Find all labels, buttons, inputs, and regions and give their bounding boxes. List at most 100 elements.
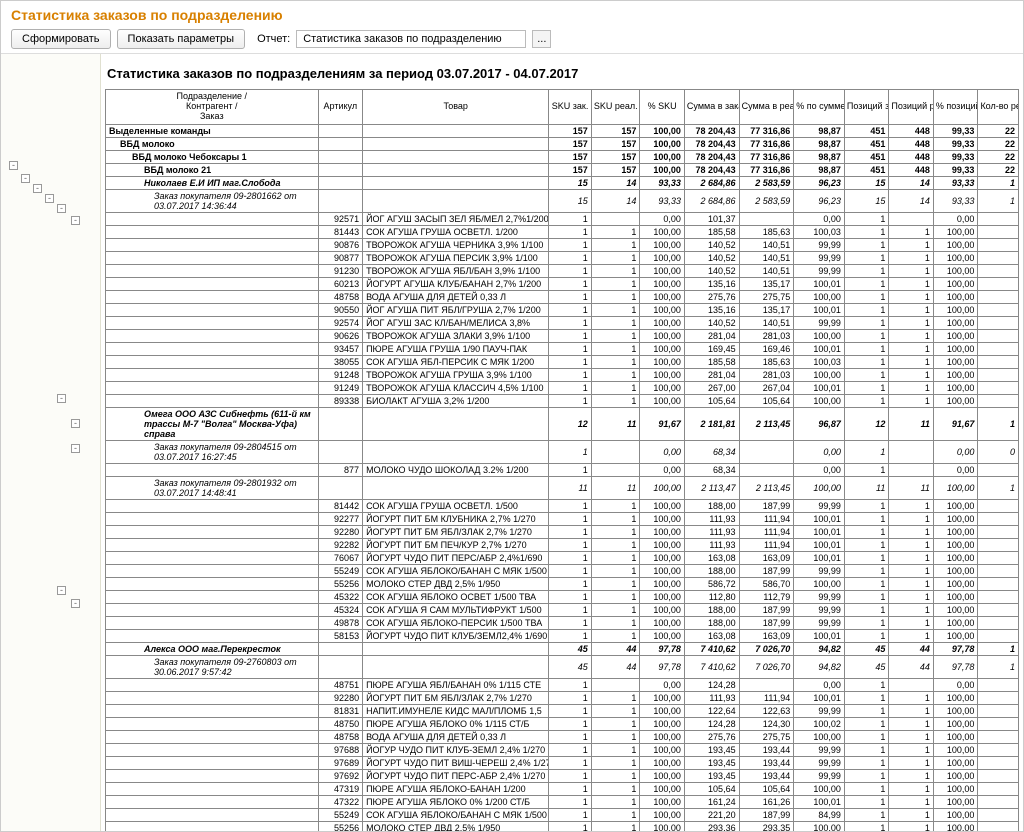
num-cell: 135,16	[684, 303, 739, 316]
table-row[interactable]: ВБД молоко 21157157100,0078 204,4377 316…	[106, 163, 1019, 176]
table-row[interactable]: 97688ЙОГУР ЧУДО ПИТ КЛУБ-ЗЕМЛ 2,4% 1/270…	[106, 743, 1019, 756]
name-cell	[106, 704, 319, 717]
art-cell: 92574	[318, 316, 363, 329]
table-row[interactable]: 92571ЙОГ АГУШ ЗАСЫП ЗЕЛ ЯБ/МЕЛ 2,7%1/200…	[106, 212, 1019, 225]
tree-toggle[interactable]: -	[71, 599, 80, 608]
num-cell: 1	[889, 316, 934, 329]
name-cell: Заказ покупателя 09-2801662 от 03.07.201…	[106, 189, 319, 212]
table-row[interactable]: 55249СОК АГУША ЯБЛОКО/БАНАН С МЯК 1/5001…	[106, 564, 1019, 577]
tree-toggle[interactable]: -	[21, 174, 30, 183]
name-cell	[106, 691, 319, 704]
table-row[interactable]: 92280ЙОГУРТ ПИТ БМ ЯБЛ/ЗЛАК 2,7% 1/27011…	[106, 525, 1019, 538]
num-cell: 1	[591, 551, 640, 564]
table-row[interactable]: Выделенные команды157157100,0078 204,437…	[106, 124, 1019, 137]
generate-button[interactable]: Сформировать	[11, 29, 111, 49]
num-cell: 100,00	[640, 499, 685, 512]
table-row[interactable]: 90550ЙОГ АГУША ПИТ ЯБЛ/ГРУША 2,7% 1/2001…	[106, 303, 1019, 316]
tree-toggle[interactable]: -	[57, 394, 66, 403]
num-cell: 11	[591, 407, 640, 440]
table-row[interactable]: Николаев Е.И ИП маг.Слобода151493,332 68…	[106, 176, 1019, 189]
tree-toggle[interactable]: -	[57, 586, 66, 595]
num-cell: 1	[591, 590, 640, 603]
table-row[interactable]: 89338БИОЛАКТ АГУША 3,2% 1/20011100,00105…	[106, 394, 1019, 407]
num-cell: 1	[591, 782, 640, 795]
table-row[interactable]: 93457ПЮРЕ АГУША ГРУША 1/90 ПАУЧ-ПАК11100…	[106, 342, 1019, 355]
table-row[interactable]: Заказ покупателя 09-2801662 от 03.07.201…	[106, 189, 1019, 212]
num-cell: 44	[591, 642, 640, 655]
table-row[interactable]: 76067ЙОГУРТ ЧУДО ПИТ ПЕРС/АБР 2,4%1/6901…	[106, 551, 1019, 564]
table-row[interactable]: 90876ТВОРОЖОК АГУША ЧЕРНИКА 3,9% 1/10011…	[106, 238, 1019, 251]
num-cell: 100,00	[933, 756, 978, 769]
product-cell: ПЮРЕ АГУША ГРУША 1/90 ПАУЧ-ПАК	[363, 342, 549, 355]
table-row[interactable]: 48750ПЮРЕ АГУША ЯБЛОКО 0% 1/115 СТ/Б1110…	[106, 717, 1019, 730]
table-row[interactable]: 92574ЙОГ АГУШ ЗАС КЛ/БАН/МЕЛИСА 3,8%1110…	[106, 316, 1019, 329]
num-cell: 97,78	[640, 655, 685, 678]
art-cell: 55249	[318, 564, 363, 577]
table-row[interactable]: 45322СОК АГУША ЯБЛОКО ОСВЕТ 1/500 ТВА111…	[106, 590, 1019, 603]
table-row[interactable]: 81443СОК АГУША ГРУША ОСВЕТЛ. 1/20011100,…	[106, 225, 1019, 238]
table-row[interactable]: ВБД молоко Чебоксары 1157157100,0078 204…	[106, 150, 1019, 163]
table-row[interactable]: 877МОЛОКО ЧУДО ШОКОЛАД 3.2% 1/20010,0068…	[106, 463, 1019, 476]
num-cell: 1	[549, 782, 592, 795]
tree-toggle[interactable]: -	[57, 204, 66, 213]
report-name-field[interactable]: Статистика заказов по подразделению	[296, 30, 526, 48]
table-row[interactable]: Заказ покупателя 09-2760803 от 30.06.201…	[106, 655, 1019, 678]
table-row[interactable]: 48751ПЮРЕ АГУША ЯБЛ/БАНАН 0% 1/115 СТЕ10…	[106, 678, 1019, 691]
tree-toggle[interactable]: -	[45, 194, 54, 203]
num-cell	[978, 603, 1019, 616]
table-row[interactable]: 48758ВОДА АГУША ДЛЯ ДЕТЕЙ 0,33 Л11100,00…	[106, 290, 1019, 303]
table-row[interactable]: 45324СОК АГУША Я САМ МУЛЬТИФРУКТ 1/50011…	[106, 603, 1019, 616]
num-cell: 1	[591, 730, 640, 743]
table-row[interactable]: 90626ТВОРОЖОК АГУША ЗЛАКИ 3,9% 1/1001110…	[106, 329, 1019, 342]
table-row[interactable]: Заказ покупателя 09-2801932 от 03.07.201…	[106, 476, 1019, 499]
table-row[interactable]: 48758ВОДА АГУША ДЛЯ ДЕТЕЙ 0,33 Л11100,00…	[106, 730, 1019, 743]
num-cell: 100,00	[933, 551, 978, 564]
tree-toggle[interactable]: -	[71, 444, 80, 453]
art-cell: 97688	[318, 743, 363, 756]
table-row[interactable]: 92282ЙОГУРТ ПИТ БМ ПЕЧ/КУР 2,7% 1/270111…	[106, 538, 1019, 551]
table-row[interactable]: 97692ЙОГУРТ ЧУДО ПИТ ПЕРС-АБР 2,4% 1/270…	[106, 769, 1019, 782]
num-cell: 1	[889, 525, 934, 538]
table-row[interactable]: 55256МОЛОКО СТЕР ДВД 2,5% 1/95011100,005…	[106, 577, 1019, 590]
num-cell: 1	[591, 691, 640, 704]
num-cell: 100,00	[933, 629, 978, 642]
table-row[interactable]: 47322ПЮРЕ АГУША ЯБЛОКО 0% 1/200 СТ/Б1110…	[106, 795, 1019, 808]
table-row[interactable]: 55249СОК АГУША ЯБЛОКО/БАНАН С МЯК 1/5001…	[106, 808, 1019, 821]
num-cell: 1	[844, 538, 889, 551]
table-row[interactable]: 92277ЙОГУРТ ПИТ БМ КЛУБНИКА 2,7% 1/27011…	[106, 512, 1019, 525]
table-row[interactable]: ВБД молоко157157100,0078 204,4377 316,86…	[106, 137, 1019, 150]
tree-toggle[interactable]: -	[71, 419, 80, 428]
num-cell: 1	[844, 329, 889, 342]
table-row[interactable]: 90877ТВОРОЖОК АГУША ПЕРСИК 3,9% 1/100111…	[106, 251, 1019, 264]
table-row[interactable]: 58153ЙОГУРТ ЧУДО ПИТ КЛУБ/ЗЕМЛ2,4% 1/690…	[106, 629, 1019, 642]
tree-toggle[interactable]: -	[33, 184, 42, 193]
table-row[interactable]: 91230ТВОРОЖОК АГУША ЯБЛ/БАН 3,9% 1/10011…	[106, 264, 1019, 277]
table-row[interactable]: 81831НАПИТ.ИМУНЕЛЕ КИДС МАЛ/ПЛОМБ 1,5111…	[106, 704, 1019, 717]
num-cell: 100,00	[933, 538, 978, 551]
table-row[interactable]: 49878СОК АГУША ЯБЛОКО-ПЕРСИК 1/500 ТВА11…	[106, 616, 1019, 629]
num-cell: 1	[591, 525, 640, 538]
num-cell	[978, 629, 1019, 642]
report-select-button[interactable]: ...	[532, 30, 551, 48]
table-row[interactable]: 91248ТВОРОЖОК АГУША ГРУША 3,9% 1/1001110…	[106, 368, 1019, 381]
table-row[interactable]: Алекса ООО маг.Перекресток454497,787 410…	[106, 642, 1019, 655]
tree-toggle[interactable]: -	[9, 161, 18, 170]
num-cell: 93,33	[933, 189, 978, 212]
num-cell: 1	[844, 303, 889, 316]
num-cell: 1	[889, 238, 934, 251]
num-cell: 45	[549, 642, 592, 655]
table-row[interactable]: Омега ООО АЗС Сибнефть (611-й км трассы …	[106, 407, 1019, 440]
table-row[interactable]: 97689ЙОГУРТ ЧУДО ПИТ ВИШ-ЧЕРЕШ 2,4% 1/27…	[106, 756, 1019, 769]
table-row[interactable]: 91249ТВОРОЖОК АГУША КЛАССИЧ 4,5% 1/10011…	[106, 381, 1019, 394]
table-row[interactable]: 47319ПЮРЕ АГУША ЯБЛОКО-БАНАН 1/20011100,…	[106, 782, 1019, 795]
table-row[interactable]: 92280ЙОГУРТ ПИТ БМ ЯБЛ/ЗЛАК 2,7% 1/27011…	[106, 691, 1019, 704]
table-row[interactable]: 55256МОЛОКО СТЕР ДВД 2,5% 1/95011100,002…	[106, 821, 1019, 832]
show-params-button[interactable]: Показать параметры	[117, 29, 246, 49]
table-row[interactable]: Заказ покупателя 09-2804515 от 03.07.201…	[106, 440, 1019, 463]
num-cell	[978, 355, 1019, 368]
table-row[interactable]: 38055СОК АГУША ЯБЛ-ПЕРСИК С МЯК 1/200111…	[106, 355, 1019, 368]
table-row[interactable]: 81442СОК АГУША ГРУША ОСВЕТЛ. 1/50011100,…	[106, 499, 1019, 512]
num-cell: 1	[591, 342, 640, 355]
tree-toggle[interactable]: -	[71, 216, 80, 225]
table-row[interactable]: 60213ЙОГУРТ АГУША КЛУБ/БАНАН 2,7% 1/2001…	[106, 277, 1019, 290]
